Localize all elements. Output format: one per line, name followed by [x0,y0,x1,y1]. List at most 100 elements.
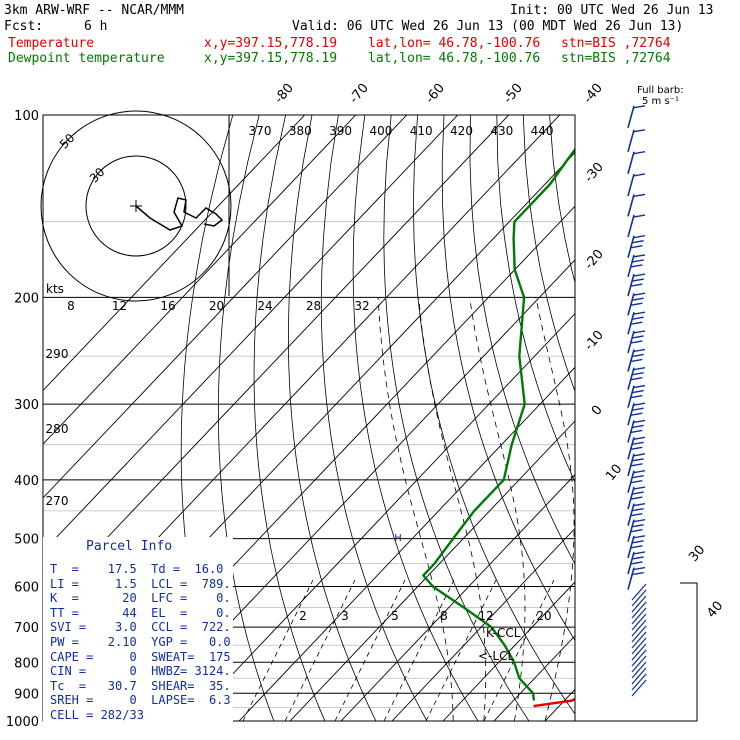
isotherm-label: -80 [272,81,297,107]
theta-label: 270 [46,494,69,508]
isotherm-line [391,527,575,721]
wind-barb-flag [633,151,646,155]
wind-barb-staff [627,486,635,510]
wind-barb-flag [633,519,646,523]
wind-barb-flag [632,297,644,301]
pressure-tick-label: 400 [14,474,39,489]
wind-barb-staff [627,420,635,443]
wind-barb-staff [627,367,635,390]
wind-barb-flag [630,479,643,484]
parcel-row: T = 17.5 Td = 16.0 [50,562,224,576]
parcel-row: CAPE = 0 SWEAT= 175 [50,649,231,664]
temperature-station: stn=BIS ,72764 [561,36,671,51]
wind-barb-flag [633,292,646,296]
wind-barb-flag [630,321,643,325]
parcel-row: K = 20 LFC = 0. [50,591,231,606]
hodograph-speed-tick: 28 [306,299,321,313]
wind-barb-flag [630,496,643,500]
hodograph-ring [85,155,187,257]
wind-barb-flag [633,235,646,239]
wind-barb-flag [632,316,644,320]
wind-barb-staff [627,293,635,316]
theta-label: 430 [490,124,513,138]
wind-barb-flag [630,394,643,399]
dewpoint-profile [422,147,575,701]
wind-barb-staff [627,535,635,559]
wind-barb-flag [630,512,643,517]
hodograph-speed-tick: 8 [67,299,75,313]
isotherm-label: -10 [582,328,607,354]
wind-barb-flag [633,254,646,258]
parcel-row: CELL = 282/33 [50,708,144,722]
mixing-ratio-label: 5 [391,609,399,623]
mixing-ratio-label: 12 [478,609,493,623]
barb-panel-frame [574,468,698,722]
barb-legend-label: Full barb: [637,85,684,96]
wind-barb-flag [633,551,646,555]
isotherm-label: -40 [581,81,606,107]
wind-barb-staff [627,151,635,174]
parcel-row: TT = 44 EL = 0. [50,605,231,620]
init-time: Init: 00 UTC Wed 26 Jun 13 [510,3,714,18]
wind-barb-staff [631,655,647,673]
parcel-info-title: Parcel Info [86,539,173,554]
temperature-xy: x,y=397.15,778.19 [204,36,338,51]
wind-barb-staff [627,311,635,335]
theta-label: 400 [369,124,392,138]
moist-adiabat-line [418,297,487,721]
wind-barb-flag [633,384,646,389]
pressure-tick-label: 600 [14,581,39,596]
wind-barb-flag [630,463,643,467]
dry-adiabat-line [734,115,740,721]
wind-barb-flag [632,259,644,263]
wind-barb-flag [630,429,643,434]
wind-barb-flag [633,535,646,539]
wind-barb-flag [632,407,644,411]
isotherm-label: 30 [686,543,708,565]
dry-adiabat-line [522,115,575,393]
theta-label: 420 [450,124,473,138]
pressure-tick-label: 1000 [6,715,39,730]
dry-adiabat-line [602,115,740,721]
hodograph [40,110,232,302]
wind-barb-staff [631,613,647,631]
wind-barb-flag [630,358,643,363]
pressure-tick-label: 300 [14,398,39,413]
isotherm-line [647,115,740,721]
wind-barb-flag [633,193,646,198]
parcel-info-box [43,537,233,727]
mixing-ratio-label: 3 [341,609,349,623]
dewpoint-xy: x,y=397.15,778.19 [204,51,338,66]
model-title: 3km ARW-WRF -- NCAR/MMM [4,3,185,18]
dewpoint-station: stn=BIS ,72764 [561,51,671,66]
hodograph-speed-tick: 12 [112,299,127,313]
wind-barb-flag [630,283,643,287]
parcel-marker: H [394,533,402,544]
moist-adiabat-line [535,297,575,721]
wind-barb-flag [633,419,646,424]
wind-barb-flag [630,377,643,381]
wind-barb-staff [627,129,635,152]
wind-barb-flag [632,372,644,376]
wind-barb-staff [631,661,647,679]
wind-barb-flag [630,529,643,533]
wind-barb-staff [627,567,635,590]
mixing-ratio-label: 2 [299,609,307,623]
pressure-tick-label: 500 [14,533,39,548]
wind-barb-flag [633,348,646,353]
isotherm-line [43,115,510,606]
wind-barb-staff [627,385,635,408]
wind-barb-staff [627,105,635,129]
parcel-row: Tc = 30.7 SHEAR= 35. [50,678,231,693]
isotherm-line [187,312,575,721]
dry-adiabat-line [287,115,377,721]
wind-barb-flag [630,340,643,344]
wind-barb-staff [627,551,635,575]
wind-barb-flag [632,491,644,495]
wind-barb-staff [627,519,635,542]
wind-barb-flag [632,524,644,528]
theta-label: 370 [249,124,272,138]
isotherm-label: 10 [603,462,625,484]
dry-adiabat-line [441,115,575,642]
